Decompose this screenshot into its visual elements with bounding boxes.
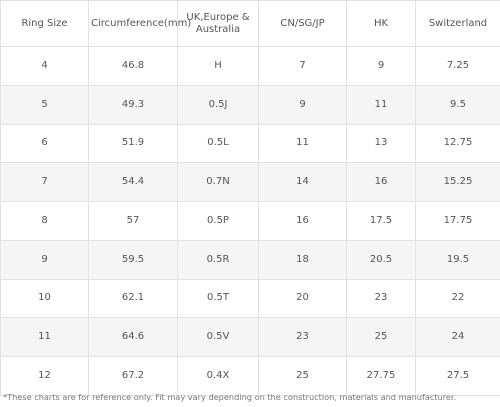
cell-cn-sg-jp: 9 (258, 84, 347, 125)
cell-hk: 23 (346, 278, 416, 319)
cell-switzerland: 12.75 (415, 123, 500, 164)
cell-ring-size: 9 (0, 239, 89, 280)
cell-cn-sg-jp: 23 (258, 317, 347, 357)
header-switzerland: Switzerland (415, 0, 500, 47)
table-row: 6 51.9 0.5L 11 13 12.75 (0, 123, 500, 164)
table-row: 4 46.8 H 7 9 7.25 (0, 46, 500, 86)
cell-switzerland: 17.75 (415, 201, 500, 241)
cell-ring-size: 10 (0, 278, 89, 319)
header-circumference: Circumference(mm) (88, 0, 191, 47)
cell-uk-europe-australia: 0.5R (177, 239, 259, 280)
cell-hk: 17.5 (346, 201, 416, 241)
cell-circumference: 59.5 (88, 239, 178, 280)
cell-uk-europe-australia: H (177, 46, 259, 86)
cell-cn-sg-jp: 20 (258, 278, 347, 319)
cell-uk-europe-australia: 0.5P (177, 201, 259, 241)
cell-switzerland: 27.5 (415, 356, 500, 396)
cell-ring-size: 4 (0, 46, 89, 86)
cell-cn-sg-jp: 11 (258, 123, 347, 164)
cell-switzerland: 15.25 (415, 162, 500, 202)
header-uk-europe-australia: UK,Europe & Australia (177, 0, 259, 47)
cell-cn-sg-jp: 7 (258, 46, 347, 86)
cell-ring-size: 11 (0, 317, 89, 357)
ring-size-table: Ring Size Circumference(mm) UK,Europe & … (0, 0, 500, 396)
cell-circumference: 57 (88, 201, 178, 241)
header-ring-size: Ring Size (0, 0, 89, 47)
cell-uk-europe-australia: 0.5L (177, 123, 259, 164)
table-row: 9 59.5 0.5R 18 20.5 19.5 (0, 239, 500, 280)
cell-ring-size: 7 (0, 162, 89, 202)
cell-hk: 13 (346, 123, 416, 164)
cell-hk: 20.5 (346, 239, 416, 280)
cell-uk-europe-australia: 0.7N (177, 162, 259, 202)
table-row: 11 64.6 0.5V 23 25 24 (0, 317, 500, 357)
cell-switzerland: 9.5 (415, 84, 500, 125)
cell-switzerland: 19.5 (415, 239, 500, 280)
cell-hk: 25 (346, 317, 416, 357)
cell-uk-europe-australia: 0.5V (177, 317, 259, 357)
cell-circumference: 49.3 (88, 84, 178, 125)
cell-hk: 27.75 (346, 356, 416, 396)
header-cn-sg-jp: CN/SG/JP (258, 0, 347, 47)
cell-cn-sg-jp: 16 (258, 201, 347, 241)
cell-ring-size: 5 (0, 84, 89, 125)
cell-circumference: 64.6 (88, 317, 178, 357)
table-row: 5 49.3 0.5J 9 11 9.5 (0, 84, 500, 125)
cell-cn-sg-jp: 14 (258, 162, 347, 202)
cell-uk-europe-australia: 0.5T (177, 278, 259, 319)
cell-ring-size: 6 (0, 123, 89, 164)
cell-cn-sg-jp: 25 (258, 356, 347, 396)
table-header-row: Ring Size Circumference(mm) UK,Europe & … (0, 0, 500, 47)
cell-circumference: 46.8 (88, 46, 178, 86)
cell-switzerland: 7.25 (415, 46, 500, 86)
cell-circumference: 54.4 (88, 162, 178, 202)
cell-switzerland: 24 (415, 317, 500, 357)
cell-uk-europe-australia: 0.5J (177, 84, 259, 125)
header-hk: HK (346, 0, 416, 47)
table-row: 7 54.4 0.7N 14 16 15.25 (0, 162, 500, 202)
cell-switzerland: 22 (415, 278, 500, 319)
cell-ring-size: 12 (0, 356, 89, 396)
table-row: 10 62.1 0.5T 20 23 22 (0, 278, 500, 319)
cell-hk: 16 (346, 162, 416, 202)
table-row: 12 67.2 0.4X 25 27.75 27.5 (0, 356, 500, 396)
cell-cn-sg-jp: 18 (258, 239, 347, 280)
cell-hk: 11 (346, 84, 416, 125)
table-row: 8 57 0.5P 16 17.5 17.75 (0, 201, 500, 241)
cell-circumference: 62.1 (88, 278, 178, 319)
cell-circumference: 67.2 (88, 356, 178, 396)
cell-circumference: 51.9 (88, 123, 178, 164)
reference-footnote: *These charts are for reference only. Fi… (3, 392, 457, 402)
cell-ring-size: 8 (0, 201, 89, 241)
cell-uk-europe-australia: 0.4X (177, 356, 259, 396)
cell-hk: 9 (346, 46, 416, 86)
